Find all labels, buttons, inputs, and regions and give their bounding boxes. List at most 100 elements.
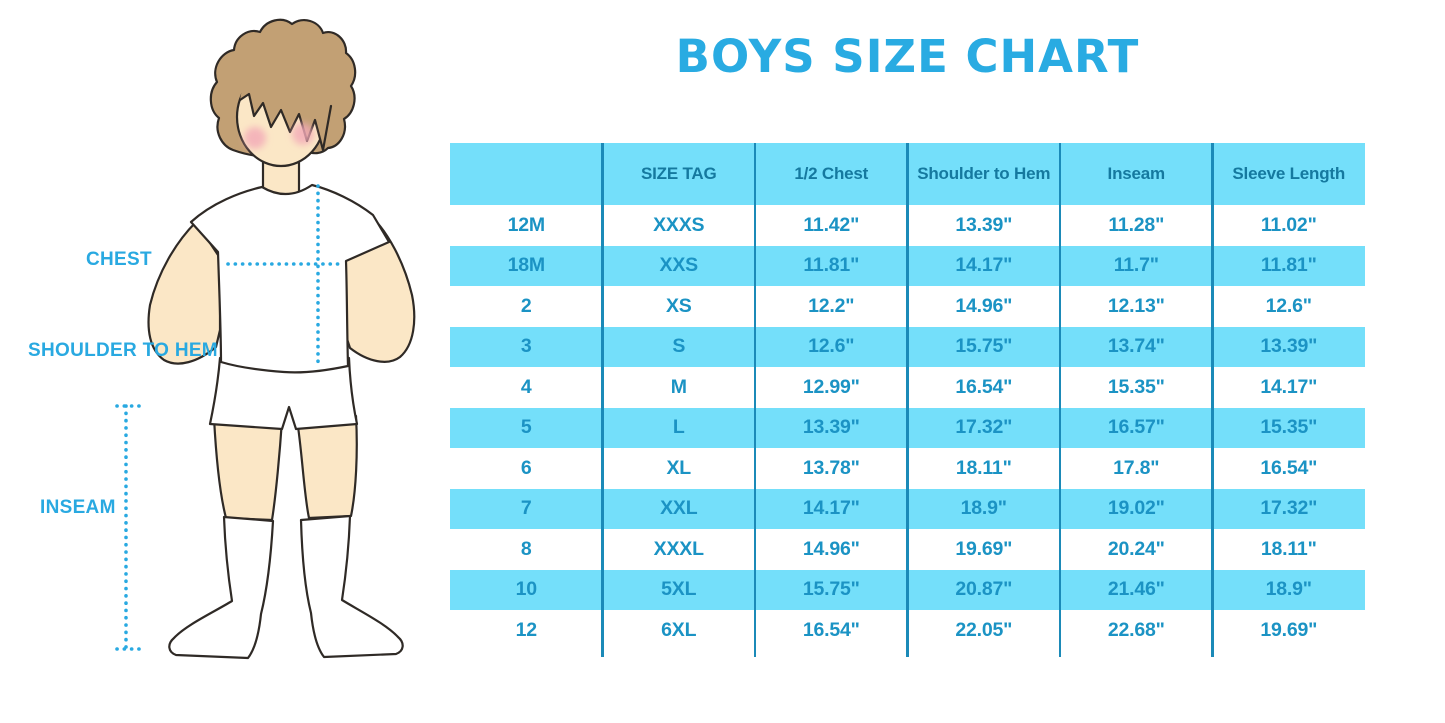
table-cell: 5XL: [661, 578, 697, 601]
inseam-label: INSEAM: [40, 497, 116, 518]
boy-hair-fringe: [240, 48, 335, 150]
table-cell: 13.78": [802, 456, 860, 479]
table-cell: 12.13": [1107, 294, 1165, 317]
table-cell: 16.54": [955, 375, 1013, 398]
table-cell: 14.17": [802, 497, 860, 520]
column-header-inseam: Inseam: [1107, 164, 1166, 184]
table-cell: XXXS: [653, 213, 705, 236]
table-cell: XXS: [659, 254, 699, 277]
table-cell: 15.75": [802, 578, 860, 601]
table-row: 18M XXS 11.81" 14.17" 11.7" 11.81": [450, 245, 1365, 286]
table-cell: L: [672, 416, 685, 439]
table-cell: 6XL: [661, 618, 697, 641]
table-cell: 11.81": [803, 254, 860, 277]
table-cell: 22.05": [955, 618, 1013, 641]
table-cell: 17.8": [1113, 456, 1160, 479]
table-cell: 17.32": [955, 416, 1013, 439]
column-header-1-2-chest: 1/2 Chest: [794, 164, 869, 184]
row-size-label: 8: [520, 537, 532, 560]
table-cell: M: [670, 375, 687, 398]
table-cell: 20.87": [955, 578, 1013, 601]
table-cell: 14.96": [802, 537, 860, 560]
table-row: 7 XXL 14.17" 18.9" 19.02" 17.32": [450, 488, 1365, 529]
table-cell: 18.9": [1265, 578, 1312, 601]
table-cell: 11.7": [1113, 254, 1159, 277]
row-size-label: 18M: [507, 254, 546, 277]
table-cell: 11.02": [1260, 213, 1317, 236]
table-cell: 11.28": [1108, 213, 1165, 236]
table-row: 10 5XL 15.75" 20.87" 21.46" 18.9": [450, 569, 1365, 610]
row-size-label: 2: [520, 294, 532, 317]
shoulder-to-hem-label: SHOULDER TO HEM: [28, 340, 218, 361]
row-size-label: 7: [520, 497, 532, 520]
boy-hairline: [238, 92, 333, 152]
row-size-label: 12M: [507, 213, 546, 236]
table-cell: 15.75": [955, 335, 1013, 358]
boy-right-cheek: [292, 123, 314, 145]
table-cell: 12.6": [1265, 294, 1312, 317]
table-cell: 11.42": [803, 213, 860, 236]
table-cell: 18.11": [955, 456, 1012, 479]
row-size-label: 3: [520, 335, 532, 358]
table-cell: 18.9": [960, 497, 1007, 520]
table-cell: 11.81": [1260, 254, 1317, 277]
table-cell: 13.39": [802, 416, 860, 439]
row-size-label: 5: [520, 416, 532, 439]
table-cell: 16.57": [1107, 416, 1165, 439]
table-row: 5 L 13.39" 17.32" 16.57" 15.35": [450, 407, 1365, 448]
table-body: 12M XXXS 11.42" 13.39" 11.28" 11.02" 18M XXS 11.…: [450, 205, 1365, 651]
table-cell: 13.39": [955, 213, 1013, 236]
row-size-label: 4: [520, 375, 532, 398]
table-row: 12 6XL 16.54" 22.05" 22.68" 19.69": [450, 610, 1365, 651]
boy-left-arm: [147, 220, 222, 365]
table-cell: 21.46": [1107, 578, 1165, 601]
boy-left-leg: [212, 416, 284, 522]
table-header-row: SIZE TAG 1/2 Chest Shoulder to Hem Inseam Sl…: [450, 143, 1365, 205]
table-cell: 17.32": [1260, 497, 1318, 520]
boy-left-cheek: [244, 127, 266, 149]
table-cell: 14.96": [955, 294, 1013, 317]
boy-left-sock: [168, 515, 275, 660]
table-cell: XL: [666, 456, 692, 479]
row-size-label: 12: [515, 618, 537, 641]
table-cell: 19.69": [955, 537, 1013, 560]
table-cell: 14.17": [955, 254, 1013, 277]
table-row: 8 XXXL 14.96" 19.69" 20.24" 18.11": [450, 529, 1365, 570]
table-cell: 13.74": [1107, 335, 1165, 358]
table-cell: 12.99": [802, 375, 860, 398]
table-cell: 19.69": [1260, 618, 1318, 641]
chest-label: CHEST: [86, 249, 152, 270]
boy-right-leg: [295, 414, 358, 520]
boy-tshirt: [189, 183, 391, 374]
column-header-size-tag: SIZE TAG: [640, 164, 717, 184]
page-title: BOYS SIZE CHART: [675, 30, 1140, 83]
table-cell: 12.2": [808, 294, 855, 317]
table-row: 2 XS 12.2" 14.96" 12.13" 12.6": [450, 286, 1365, 327]
table-cell: S: [672, 335, 686, 358]
row-size-label: 6: [520, 456, 532, 479]
table-cell: XXL: [660, 497, 698, 520]
boy-right-sock: [299, 514, 404, 659]
table-row: 12M XXXS 11.42" 13.39" 11.28" 11.02": [450, 205, 1365, 246]
column-header-shoulder-to-hem: Shoulder to Hem: [917, 164, 1051, 184]
table-cell: 15.35": [1260, 416, 1318, 439]
table-cell: XXXL: [653, 537, 704, 560]
row-size-label: 10: [515, 578, 537, 601]
boy-shorts: [208, 356, 359, 431]
column-header-sleeve-length: Sleeve Length: [1232, 164, 1346, 184]
table-row: 6 XL 13.78" 18.11" 17.8" 16.54": [450, 448, 1365, 489]
boy-illustration: [115, 18, 416, 660]
table-cell: 19.02": [1107, 497, 1165, 520]
table-row: 3 S 12.6" 15.75" 13.74" 13.39": [450, 326, 1365, 367]
table-cell: 13.39": [1260, 335, 1318, 358]
size-chart-table: SIZE TAG 1/2 Chest Shoulder to Hem Inseam Sl…: [450, 143, 1365, 657]
table-cell: 20.24": [1107, 537, 1165, 560]
table-cell: 22.68": [1107, 618, 1165, 641]
table-cell: 18.11": [1260, 537, 1317, 560]
table-cell: XS: [665, 294, 692, 317]
table-cell: 16.54": [1260, 456, 1318, 479]
column-header-age: [450, 143, 603, 205]
table-cell: 12.6": [808, 335, 855, 358]
table-cell: 16.54": [802, 618, 860, 641]
table-cell: 15.35": [1107, 375, 1165, 398]
